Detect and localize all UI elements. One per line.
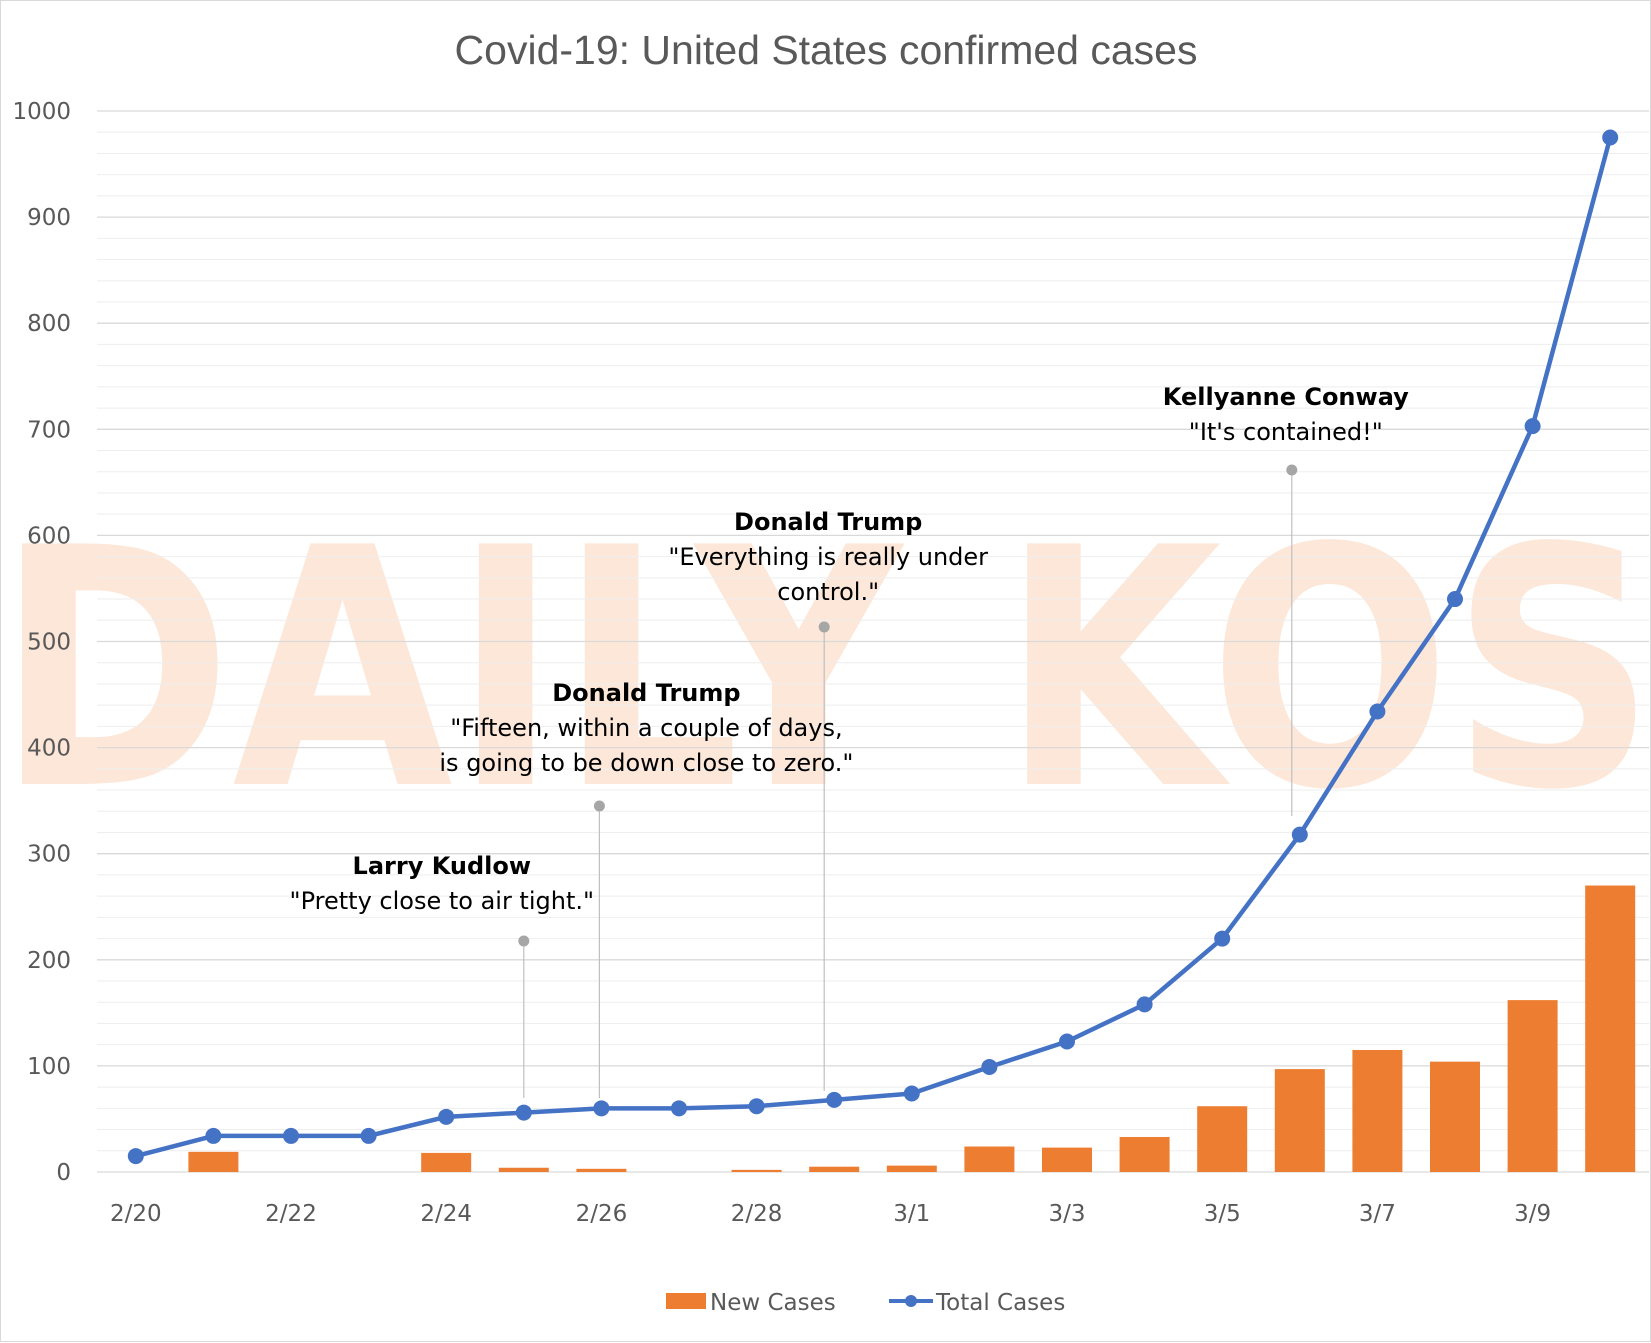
new-cases-bar xyxy=(1507,1000,1558,1172)
total-cases-marker xyxy=(826,1091,843,1108)
total-cases-marker xyxy=(1059,1033,1075,1050)
total-cases-marker xyxy=(1602,129,1619,146)
y-tick-label: 600 xyxy=(27,523,71,549)
total-cases-marker xyxy=(1524,418,1541,435)
x-tick-label: 2/20 xyxy=(110,1201,162,1227)
annotation-speaker: Donald Trump xyxy=(552,679,740,707)
y-tick-label: 900 xyxy=(27,205,71,231)
legend-label-new-cases: New Cases xyxy=(710,1290,836,1316)
y-tick-label: 500 xyxy=(27,630,71,656)
x-tick-label: 2/24 xyxy=(420,1201,472,1227)
annotation-speaker: Larry Kudlow xyxy=(353,852,532,880)
total-cases-marker xyxy=(1214,930,1231,947)
annotation-quote: control." xyxy=(777,578,879,606)
x-tick-label: 3/7 xyxy=(1359,1201,1396,1227)
y-tick-label: 100 xyxy=(27,1054,71,1080)
new-cases-bar xyxy=(731,1169,782,1172)
total-cases-marker xyxy=(1447,591,1463,608)
annotation-quote: "It's contained!" xyxy=(1189,418,1383,446)
new-cases-bar xyxy=(188,1151,239,1172)
total-cases-marker xyxy=(1136,996,1153,1013)
new-cases-bar xyxy=(1585,885,1636,1172)
total-cases-marker xyxy=(515,1104,532,1121)
total-cases-marker xyxy=(283,1127,299,1144)
y-tick-label: 1000 xyxy=(12,99,71,125)
total-cases-marker xyxy=(748,1098,765,1115)
y-tick-label: 300 xyxy=(27,842,71,868)
x-tick-label: 3/5 xyxy=(1204,1201,1241,1227)
new-cases-bar xyxy=(809,1166,860,1172)
annotation-quote: is going to be down close to zero." xyxy=(439,749,853,777)
new-cases-bar xyxy=(498,1167,549,1172)
new-cases-bar xyxy=(1430,1061,1480,1172)
legend: New Cases Total Cases xyxy=(666,1290,1065,1316)
y-tick-label: 700 xyxy=(27,417,71,443)
x-tick-label: 3/3 xyxy=(1048,1201,1085,1227)
annotation-quote: "Everything is really under xyxy=(668,543,988,571)
annotation-leader-dot xyxy=(818,621,830,633)
annotation-quote: "Fifteen, within a couple of days, xyxy=(450,714,842,742)
watermark: DAILY KOS xyxy=(1,478,1651,862)
total-cases-marker xyxy=(903,1085,920,1102)
annotation-speaker: Kellyanne Conway xyxy=(1163,383,1409,411)
total-cases-line xyxy=(127,129,1619,1165)
x-tick-label: 2/22 xyxy=(265,1201,317,1227)
annotation-leaders xyxy=(518,464,1298,1098)
watermark-text: DAILY KOS xyxy=(1,478,1651,862)
total-cases-marker xyxy=(1291,826,1308,843)
annotation-leader-dot xyxy=(1286,464,1298,476)
new-cases-bar xyxy=(1274,1069,1325,1172)
annotation-leader-dot xyxy=(518,935,530,947)
y-tick-label: 800 xyxy=(27,311,71,337)
total-cases-marker xyxy=(127,1148,144,1165)
legend-swatch-total-cases-marker xyxy=(905,1295,917,1307)
new-cases-bar xyxy=(1197,1106,1248,1172)
y-tick-label: 200 xyxy=(27,948,71,974)
new-cases-bar xyxy=(1352,1049,1403,1172)
gridlines xyxy=(97,110,1649,1173)
total-cases-marker xyxy=(1369,703,1386,720)
annotation-quote: "Pretty close to air tight." xyxy=(290,887,595,915)
y-tick-label: 0 xyxy=(56,1160,71,1186)
total-cases-marker xyxy=(671,1100,687,1117)
new-cases-bar xyxy=(886,1165,937,1172)
total-cases-marker xyxy=(205,1127,222,1144)
legend-swatch-new-cases xyxy=(666,1293,706,1309)
y-axis-ticks: 0 100 200 300 400 500 600 700 800 900 1000 xyxy=(12,99,71,1186)
x-axis-ticks: 2/20 2/22 2/24 2/26 2/28 3/1 3/3 3/5 3/7 3/9 xyxy=(110,1201,1551,1227)
new-cases-bar xyxy=(964,1146,1015,1172)
total-cases-marker xyxy=(981,1058,998,1075)
y-tick-label: 400 xyxy=(27,736,71,762)
total-cases-marker xyxy=(360,1127,377,1144)
annotation-leader-dot xyxy=(593,800,605,812)
total-cases-polyline xyxy=(135,136,1613,1159)
new-cases-bar xyxy=(1042,1147,1092,1172)
x-tick-label: 3/9 xyxy=(1514,1201,1551,1227)
new-cases-bar xyxy=(576,1168,627,1172)
new-cases-bars xyxy=(188,885,1636,1172)
annotations: Larry Kudlow "Pretty close to air tight."… xyxy=(290,383,1410,915)
x-tick-label: 2/26 xyxy=(576,1201,628,1227)
legend-label-total-cases: Total Cases xyxy=(935,1290,1065,1316)
new-cases-bar xyxy=(1119,1136,1170,1172)
x-tick-label: 3/1 xyxy=(893,1201,930,1227)
new-cases-bar xyxy=(421,1152,472,1172)
annotation-speaker: Donald Trump xyxy=(734,508,922,536)
x-tick-label: 2/28 xyxy=(731,1201,783,1227)
chart-title: Covid-19: United States confirmed cases xyxy=(455,27,1198,73)
total-cases-marker xyxy=(593,1100,610,1117)
total-cases-marker xyxy=(438,1108,455,1125)
